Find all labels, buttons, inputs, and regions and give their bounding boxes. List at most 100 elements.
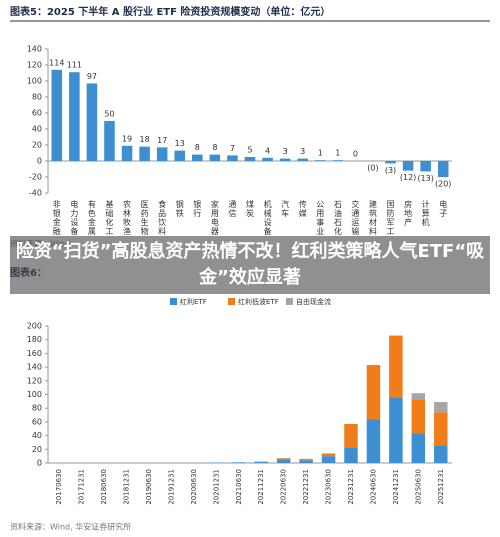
bar-segment (389, 335, 403, 398)
overlay-headline: 险资“扫货”高股息资产热情不改！红利类策略人气ETF“吸金”效应显著 (10, 236, 490, 294)
x-tick-label: 20251231 (437, 469, 445, 505)
x-tick-label: 20201231 (212, 469, 220, 505)
bar (262, 157, 273, 161)
x-tick-label: 20230630 (325, 469, 333, 505)
bar (51, 69, 63, 161)
y-tick-label: 140 (27, 363, 42, 372)
x-tick-label: 电子 (439, 199, 448, 218)
bar (209, 154, 221, 161)
value-label: 8 (212, 143, 217, 152)
bar (420, 161, 431, 172)
y-tick-label: 100 (27, 77, 42, 86)
x-tick-label: 20200630 (190, 469, 198, 505)
x-tick-label: 20181231 (123, 469, 131, 505)
bar (437, 161, 449, 177)
bar (402, 161, 414, 171)
x-tick-label: 20210630 (235, 469, 243, 505)
bar-segment (344, 423, 358, 448)
value-label: 1 (318, 149, 323, 158)
x-tick-label: 钢铁 (175, 199, 184, 218)
value-label: (12) (400, 173, 416, 182)
x-tick-label: 20171231 (78, 469, 86, 505)
bar-segment (411, 393, 426, 400)
x-tick-label: 汽车 (281, 199, 290, 218)
value-label: 1 (335, 149, 340, 158)
value-label: 114 (49, 58, 64, 67)
legend-label: 自由现金流 (296, 297, 331, 306)
bar (279, 158, 291, 161)
bar (156, 147, 168, 161)
x-tick-label: 电力设备 (70, 199, 79, 236)
y-tick-label: -40 (29, 189, 42, 198)
x-tick-label: 食品饮料 (158, 199, 167, 236)
bar (227, 155, 238, 161)
y-tick-label: 40 (32, 431, 42, 440)
x-tick-label: 通信 (228, 199, 237, 218)
bar (244, 157, 256, 161)
bar-segment (434, 412, 448, 446)
y-tick-label: 60 (32, 417, 42, 426)
x-tick-label: 传媒 (298, 199, 307, 218)
value-label: 18 (140, 135, 150, 144)
value-label: 4 (265, 146, 270, 155)
y-tick-label: 40 (32, 125, 42, 134)
x-tick-label: 20211231 (257, 469, 265, 505)
bar-segment (344, 447, 358, 463)
bar-segment (434, 402, 448, 413)
bar (297, 158, 308, 161)
x-tick-label: 石油石化 (333, 200, 342, 236)
x-tick-label: 20180630 (100, 469, 108, 505)
x-tick-label: 20241231 (392, 469, 400, 505)
bar-segment (411, 399, 426, 434)
y-tick-label: 120 (27, 376, 42, 385)
bar-segment (411, 433, 426, 463)
legend-label: 红利低波ETF (238, 297, 279, 306)
value-label: (3) (385, 166, 396, 175)
y-tick-label: 200 (27, 322, 42, 331)
bar-segment (232, 462, 246, 463)
x-tick-label: 20240630 (369, 469, 377, 505)
y-tick-label: 0 (37, 459, 42, 468)
value-label: 8 (195, 143, 200, 152)
bar (86, 83, 98, 161)
x-tick-label: 公用事业 (316, 200, 325, 236)
y-tick-label: 120 (27, 61, 42, 70)
bar (104, 121, 115, 161)
legend-swatch (228, 298, 235, 305)
x-tick-label: 农林牧渔 (123, 199, 132, 236)
legend-swatch (170, 298, 177, 305)
bar-segment (276, 458, 291, 460)
source: 资料来源：Wind, 华安证券研究所 (10, 522, 131, 532)
legend-label: 红利ETF (180, 297, 207, 306)
bar (174, 150, 186, 161)
value-label: (0) (367, 164, 378, 173)
value-label: 111 (67, 61, 82, 70)
x-tick-label: 医药生物 (140, 200, 149, 236)
y-tick-label: 20 (32, 445, 42, 454)
x-tick-label: 20191231 (167, 469, 175, 505)
bar-segment (276, 459, 291, 463)
value-label: 7 (230, 144, 235, 153)
value-label: 17 (157, 136, 167, 145)
value-label: 3 (300, 147, 305, 156)
value-label: 97 (87, 72, 97, 81)
x-tick-label: 20220630 (280, 469, 288, 505)
y-tick-label: 0 (37, 157, 42, 166)
bar-segment (389, 397, 403, 463)
value-label: 0 (353, 150, 358, 159)
bar (385, 161, 396, 164)
y-tick-label: 60 (32, 109, 42, 118)
x-tick-label: 20190630 (145, 469, 153, 505)
x-tick-label: 20231231 (347, 469, 355, 505)
y-tick-label: 100 (27, 390, 42, 399)
y-tick-label: 180 (27, 335, 42, 344)
x-tick-label: 非银金融 (52, 199, 61, 236)
x-tick-label: 房地产 (404, 199, 413, 227)
y-tick-label: 20 (32, 141, 42, 150)
x-tick-label: 机械设备 (263, 199, 272, 236)
bar-segment (366, 365, 381, 420)
value-label: 50 (104, 110, 114, 119)
value-label: 3 (283, 147, 288, 156)
